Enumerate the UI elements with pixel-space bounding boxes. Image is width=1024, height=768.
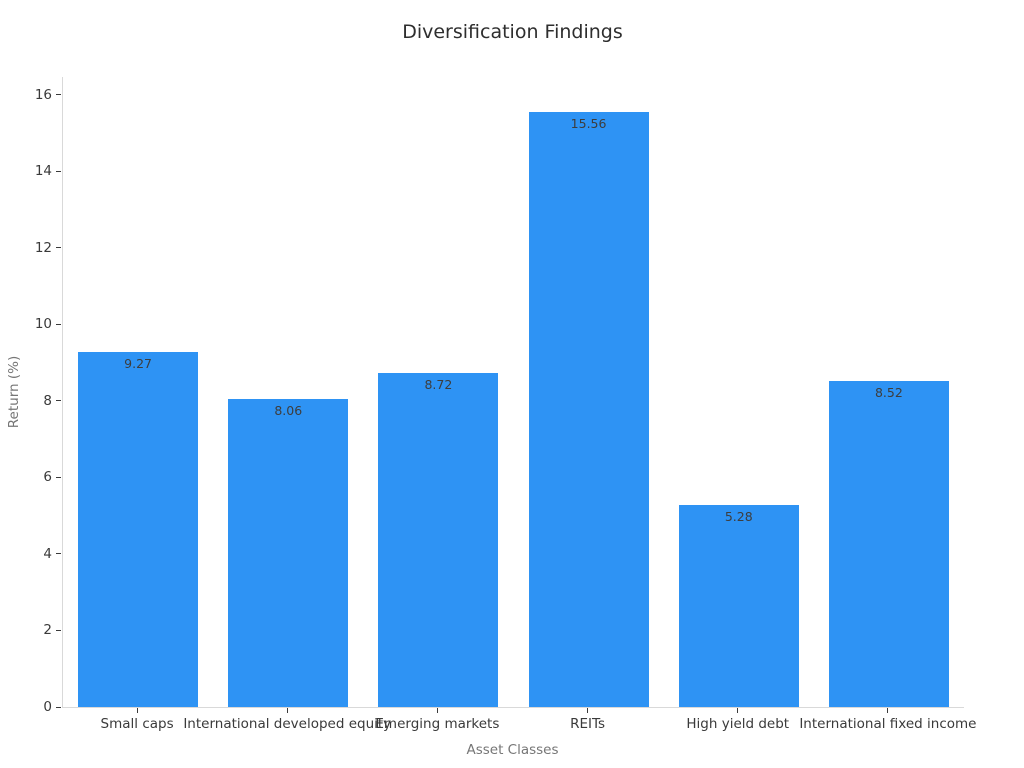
bar-emerging-markets bbox=[378, 373, 499, 707]
x-tick-label: International developed equity bbox=[183, 716, 392, 732]
bar-international-developed-equity bbox=[228, 398, 349, 707]
x-tick-label: Small caps bbox=[100, 716, 174, 732]
x-tick-label: International fixed income bbox=[799, 716, 977, 732]
x-tick-label: High yield debt bbox=[686, 716, 790, 732]
bar-high-yield-debt bbox=[678, 505, 799, 707]
bar-small-caps bbox=[78, 352, 199, 707]
bar-value-label: 9.27 bbox=[124, 356, 152, 372]
x-tick-mark bbox=[737, 708, 739, 713]
x-tick-mark bbox=[887, 708, 889, 713]
x-tick-label: REITs bbox=[570, 716, 606, 732]
y-tick-label: 0 bbox=[43, 699, 52, 715]
y-tick-mark bbox=[56, 94, 61, 96]
x-axis-title: Asset Classes bbox=[466, 742, 559, 758]
x-tick-mark bbox=[436, 708, 438, 713]
y-tick-label: 8 bbox=[43, 392, 52, 409]
y-tick-label: 10 bbox=[34, 316, 52, 333]
bar-value-label: 8.52 bbox=[874, 385, 903, 401]
y-tick-label: 16 bbox=[34, 86, 52, 103]
x-tick-mark bbox=[136, 708, 138, 713]
y-tick-label: 4 bbox=[43, 545, 52, 562]
chart-title: Diversification Findings bbox=[402, 21, 623, 43]
y-tick-mark bbox=[56, 629, 61, 631]
y-tick-mark bbox=[56, 553, 61, 555]
x-tick-mark bbox=[286, 708, 288, 713]
x-tick-label: Emerging markets bbox=[375, 716, 500, 732]
y-tick-mark bbox=[56, 706, 61, 708]
bar-value-label: 15.56 bbox=[570, 115, 607, 131]
bar-international-fixed-income bbox=[828, 381, 949, 707]
x-tick-mark bbox=[587, 708, 589, 713]
plot-area: 9.27 8.06 8.72 15.56 5.28 8.52 bbox=[62, 77, 964, 708]
y-tick-label: 14 bbox=[34, 163, 52, 180]
y-tick-label: 2 bbox=[43, 622, 52, 639]
y-tick-mark bbox=[56, 247, 61, 249]
y-tick-label: 12 bbox=[34, 239, 52, 256]
y-tick-mark bbox=[56, 323, 61, 325]
y-tick-mark bbox=[56, 400, 61, 402]
y-tick-mark bbox=[56, 476, 61, 478]
bar-value-label: 8.72 bbox=[424, 377, 453, 393]
bar-value-label: 5.28 bbox=[724, 509, 753, 525]
bar-value-label: 8.06 bbox=[274, 402, 303, 418]
y-tick-mark bbox=[56, 170, 61, 172]
y-tick-label: 6 bbox=[43, 469, 52, 486]
bar-reits bbox=[528, 111, 649, 707]
